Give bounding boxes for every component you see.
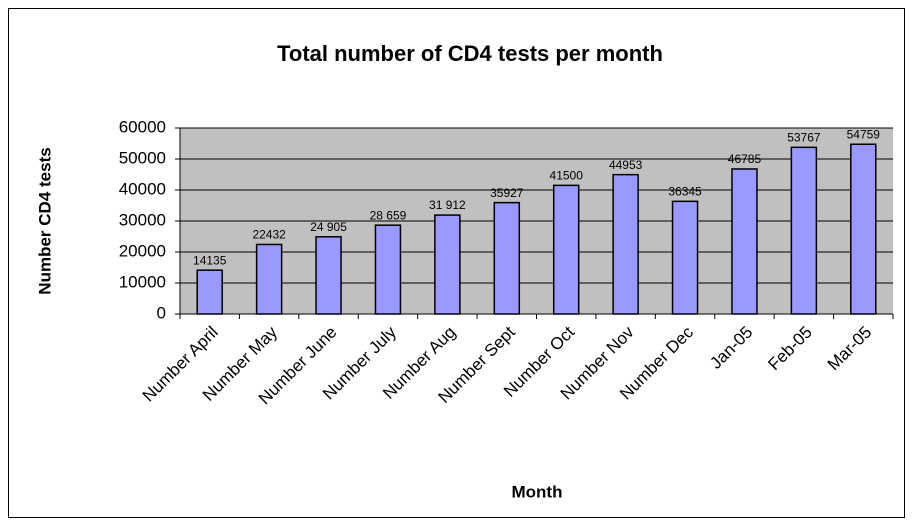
- y-tick-label: 30000: [119, 210, 166, 229]
- data-label: 22432: [252, 228, 286, 242]
- chart-title: Total number of CD4 tests per month: [277, 41, 663, 66]
- data-label: 44953: [609, 158, 643, 172]
- data-label: 41500: [550, 169, 584, 183]
- data-label: 53767: [787, 130, 821, 144]
- x-axis-label: Month: [512, 482, 563, 501]
- bar: [790, 146, 818, 315]
- bar: [374, 224, 402, 315]
- data-label: 24 905: [310, 220, 347, 234]
- y-tick-label: 40000: [119, 179, 166, 198]
- y-axis-label: Number CD4 tests: [35, 147, 54, 294]
- bar: [493, 201, 521, 315]
- bar: [671, 200, 699, 315]
- data-label: 31 912: [429, 198, 466, 212]
- data-label: 46785: [728, 152, 762, 166]
- bar: [196, 269, 223, 315]
- y-tick-label: 20000: [119, 241, 166, 260]
- bar: [315, 236, 342, 315]
- bar: [612, 173, 639, 315]
- bar: [255, 243, 283, 315]
- bar: [552, 184, 580, 315]
- bar: [731, 168, 758, 315]
- y-tick-label: 10000: [119, 272, 166, 291]
- bar: [850, 143, 877, 315]
- data-label: 35927: [490, 186, 524, 200]
- data-label: 54759: [847, 127, 881, 141]
- y-tick-label: 0: [157, 303, 166, 322]
- y-tick-label: 60000: [119, 117, 166, 136]
- y-tick-label: 50000: [119, 148, 166, 167]
- data-label: 36345: [668, 185, 702, 199]
- bar: [434, 214, 461, 315]
- data-label: 28 659: [370, 208, 407, 222]
- data-label: 14135: [193, 253, 227, 267]
